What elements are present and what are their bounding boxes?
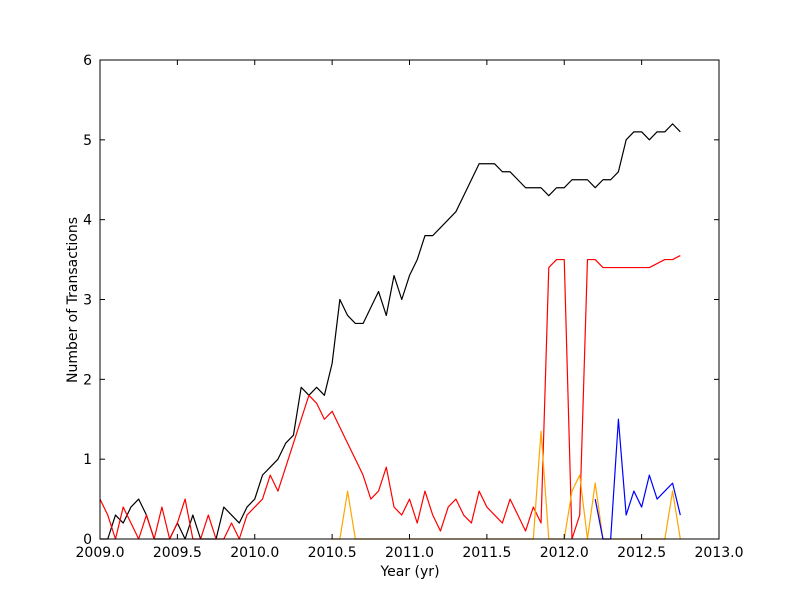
x-tick-label: 2010.0 [230, 545, 279, 561]
y-tick-label: 2 [83, 372, 92, 388]
y-tick-label: 1 [83, 452, 92, 468]
data-line [332, 430, 681, 540]
y-axis-label: Number of Transactions [65, 217, 81, 383]
x-tick-label: 2012.0 [540, 545, 589, 561]
plot-frame [99, 59, 720, 540]
x-tick-label: 2011.5 [462, 545, 511, 561]
data-line [100, 123, 681, 540]
x-tick-label: 2012.5 [617, 545, 666, 561]
x-tick-label: 2009.5 [153, 545, 202, 561]
y-tick-label: 3 [83, 293, 92, 309]
x-tick-label: 2011.0 [385, 545, 434, 561]
y-tick-label: 4 [83, 213, 92, 229]
x-tick-label: 2010.5 [308, 545, 357, 561]
x-axis-label: Year (yr) [379, 564, 439, 580]
y-tick-label: 5 [83, 133, 92, 149]
x-tick-label: 2009.0 [76, 545, 125, 561]
y-tick-label: 0 [83, 532, 92, 548]
x-tick-label: 2013.0 [695, 545, 744, 561]
y-tick-label: 6 [83, 53, 92, 69]
